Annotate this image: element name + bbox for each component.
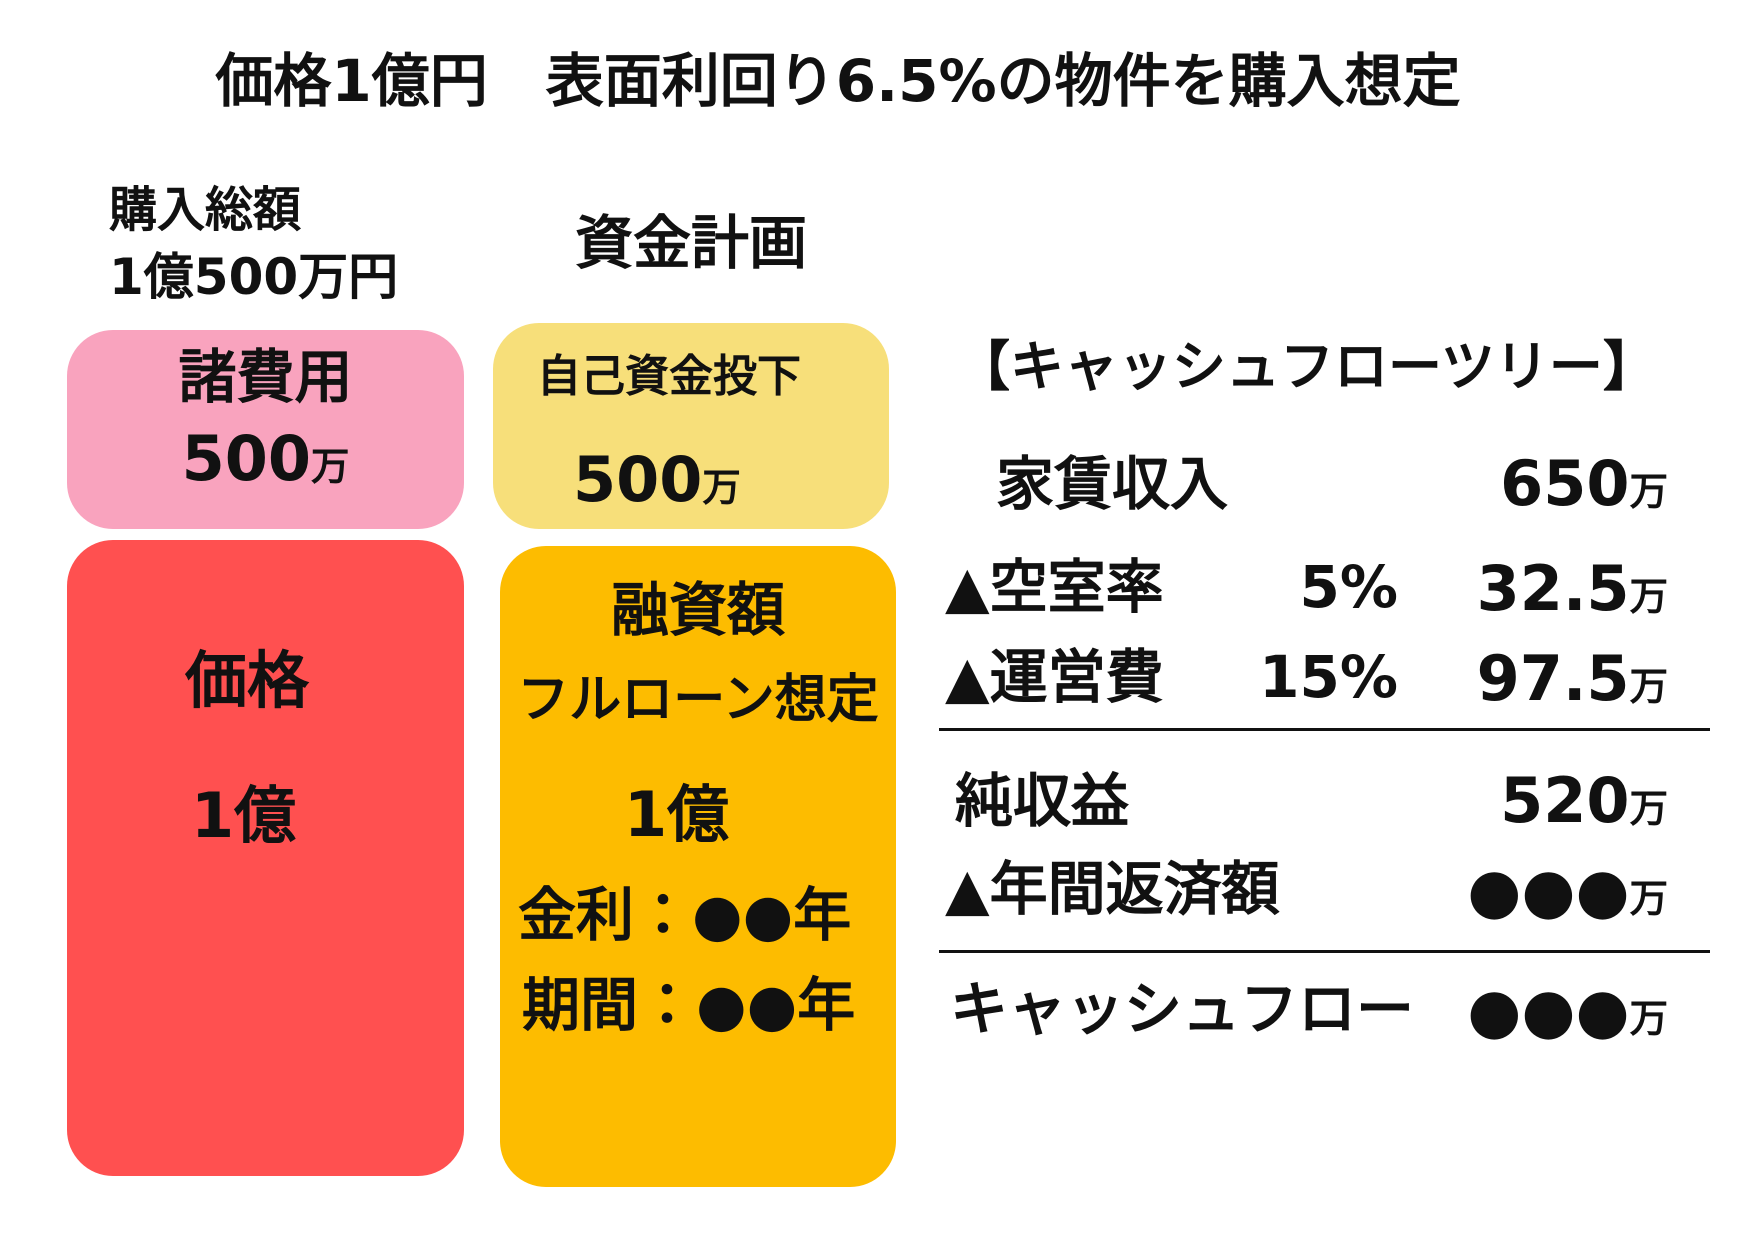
loan-note: フルローン想定 bbox=[517, 670, 879, 730]
loan-value: 1億 bbox=[624, 778, 730, 851]
unit: 万 bbox=[1629, 877, 1668, 922]
title: 価格1億円 表面利回り6.5%の物件を購入想定 bbox=[215, 47, 1461, 115]
value: 500 bbox=[181, 422, 311, 495]
fees-value: 500万 bbox=[67, 428, 464, 490]
value: 520 bbox=[1500, 764, 1630, 837]
loan-label: 融資額 bbox=[610, 576, 785, 644]
purchase-amount: 1億500万円 bbox=[109, 248, 399, 306]
unit: 万 bbox=[1629, 575, 1668, 620]
equity-label: 自己資金投下 bbox=[537, 351, 801, 402]
unit: 万 bbox=[1629, 787, 1668, 832]
value: 32.5 bbox=[1476, 552, 1630, 625]
row-label: ▲運営費 bbox=[945, 643, 1164, 711]
row-label: 家賃収入 bbox=[996, 450, 1229, 518]
unit: 万 bbox=[1629, 997, 1668, 1042]
equity-box: 自己資金投下 500万 bbox=[493, 323, 889, 529]
unit: 万 bbox=[311, 445, 350, 490]
loan-term: 期間：●●年 bbox=[522, 971, 856, 1039]
fees-box: 諸費用 500万 bbox=[67, 330, 464, 529]
row-value: ●●●万 bbox=[1467, 860, 1668, 922]
price-label: 価格 bbox=[185, 644, 310, 717]
row-label: キャッシュフロー bbox=[950, 975, 1415, 1043]
row-label: ▲年間返済額 bbox=[945, 855, 1280, 923]
plan-title: 資金計画 bbox=[574, 209, 807, 277]
row-value: 97.5万 bbox=[1477, 648, 1668, 710]
row-value: 520万 bbox=[1500, 770, 1668, 832]
price-value: 1億 bbox=[191, 779, 297, 852]
divider bbox=[939, 728, 1710, 731]
row-label: ▲空室率 bbox=[945, 553, 1164, 621]
row-value: 32.5万 bbox=[1477, 558, 1668, 620]
row-rate: 15% bbox=[1259, 643, 1398, 711]
value: 650 bbox=[1500, 447, 1630, 520]
fees-label: 諸費用 bbox=[178, 343, 353, 411]
value: ●●● bbox=[1467, 854, 1630, 927]
unit: 万 bbox=[1629, 665, 1668, 710]
row-value: ●●●万 bbox=[1467, 980, 1668, 1042]
purchase-label: 購入総額 bbox=[109, 182, 302, 238]
loan-rate: 金利：●●年 bbox=[518, 881, 852, 949]
unit: 万 bbox=[1629, 470, 1668, 515]
divider bbox=[939, 950, 1710, 953]
value: 97.5 bbox=[1476, 642, 1630, 715]
row-value: 650万 bbox=[1500, 453, 1668, 515]
value: ●●● bbox=[1467, 974, 1630, 1047]
price-box: 価格 1億 bbox=[67, 540, 464, 1176]
loan-box: 融資額 フルローン想定 1億 金利：●●年 期間：●●年 bbox=[500, 546, 896, 1187]
unit: 万 bbox=[702, 466, 741, 511]
cashflow-title: 【キャッシュフローツリー】 bbox=[956, 335, 1657, 398]
equity-value: 500万 bbox=[573, 449, 741, 511]
row-rate: 5% bbox=[1299, 553, 1398, 621]
value: 500 bbox=[573, 443, 703, 516]
row-label: 純収益 bbox=[955, 767, 1130, 835]
